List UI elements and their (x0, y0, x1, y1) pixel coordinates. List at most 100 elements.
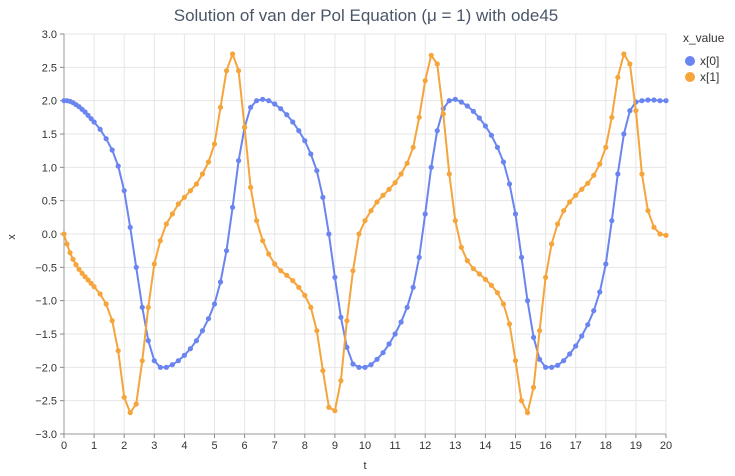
data-point (76, 266, 82, 272)
data-point (446, 98, 452, 104)
data-point (127, 224, 133, 230)
data-point (260, 96, 266, 102)
data-point (272, 261, 278, 267)
data-point (500, 301, 507, 307)
data-point (175, 201, 181, 207)
data-point (115, 163, 121, 169)
data-point (512, 358, 519, 364)
data-point (524, 410, 531, 416)
data-point (103, 136, 109, 142)
data-point (482, 276, 488, 282)
data-point (380, 192, 386, 198)
y-tick-label: 1.5 (42, 129, 57, 141)
data-point (235, 68, 242, 74)
data-point (91, 119, 97, 125)
data-point (272, 101, 278, 107)
data-point (663, 98, 669, 104)
data-point (284, 112, 290, 118)
data-point (139, 304, 145, 310)
data-point (549, 241, 555, 247)
y-tick-label: −1.5 (35, 329, 57, 341)
data-point (386, 341, 392, 347)
data-point (645, 208, 651, 214)
data-point (428, 164, 434, 170)
data-point (585, 180, 591, 186)
y-tick-label: 2.0 (42, 96, 57, 108)
data-point (82, 109, 88, 115)
x-tick-label: 7 (272, 440, 278, 452)
data-point (416, 254, 422, 260)
data-point (434, 61, 440, 67)
x-tick-label: 19 (630, 440, 642, 452)
data-point (452, 96, 458, 102)
data-point (85, 112, 91, 118)
data-point (133, 264, 139, 270)
data-point (555, 362, 561, 368)
data-point (615, 171, 621, 177)
x-tick-label: 10 (359, 440, 371, 452)
y-tick-label: 0.0 (42, 229, 57, 241)
data-point (398, 319, 404, 325)
data-point (121, 394, 127, 400)
data-point (229, 204, 236, 210)
data-point (482, 123, 488, 129)
data-point (416, 114, 422, 120)
data-point (657, 98, 663, 104)
data-point (555, 221, 561, 227)
data-point (181, 194, 187, 200)
data-point (434, 128, 440, 134)
data-point (338, 314, 344, 320)
data-point (338, 378, 344, 384)
data-point (290, 278, 296, 284)
data-point (621, 51, 627, 57)
series-layer (61, 51, 669, 416)
data-point (266, 98, 272, 104)
data-point (79, 270, 85, 276)
data-point (380, 350, 386, 356)
data-point (549, 364, 555, 370)
data-point (73, 262, 79, 268)
x-tick-label: 17 (570, 440, 582, 452)
data-point (88, 280, 94, 286)
data-point (500, 159, 507, 165)
legend[interactable]: x_value x[0] x[1] (683, 31, 725, 84)
x-tick-label: 6 (242, 440, 248, 452)
series-line (63, 53, 667, 414)
data-point (91, 284, 97, 290)
data-point (663, 232, 669, 238)
x-tick-label: 8 (302, 440, 308, 452)
x-tick-label: 9 (332, 440, 338, 452)
y-tick-label: −2.0 (35, 362, 57, 374)
data-point (530, 334, 537, 340)
data-point (308, 151, 314, 157)
data-point (368, 208, 374, 214)
data-point (278, 268, 284, 274)
y-tick-label: −0.5 (35, 262, 57, 274)
data-point (410, 144, 416, 150)
data-point (187, 346, 194, 352)
data-point (103, 301, 109, 307)
data-point (591, 308, 597, 314)
data-point (561, 208, 567, 214)
data-point (248, 104, 254, 110)
data-point (645, 97, 651, 103)
data-point (266, 251, 272, 257)
data-point (193, 338, 200, 344)
data-point (422, 211, 428, 217)
data-point (452, 218, 458, 224)
data-point (64, 241, 70, 247)
data-point (127, 410, 133, 416)
data-point (573, 192, 579, 198)
data-point (386, 186, 392, 192)
data-point (639, 171, 645, 177)
data-point (530, 384, 537, 390)
data-point (536, 328, 543, 334)
data-point (235, 158, 242, 164)
data-point (217, 279, 224, 285)
data-point (458, 244, 464, 250)
data-point (597, 161, 603, 167)
data-point (199, 171, 206, 177)
data-point (254, 98, 260, 104)
data-point (193, 181, 200, 187)
data-point (139, 358, 145, 364)
